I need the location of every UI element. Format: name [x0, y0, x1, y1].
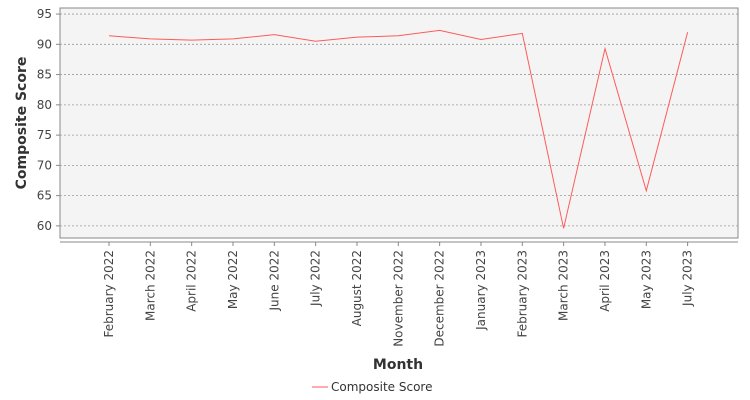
- plot-area: [59, 7, 739, 239]
- legend: Composite Score: [312, 380, 432, 394]
- x-tick-label: November 2022: [391, 250, 405, 347]
- x-tick-label: April 2022: [185, 250, 199, 312]
- y-tick-label: 60: [37, 219, 52, 233]
- y-tick-label: 65: [37, 189, 52, 203]
- y-tick-label: 70: [37, 158, 52, 172]
- y-tick-label: 85: [37, 68, 52, 82]
- x-axis-title: Month: [373, 357, 423, 373]
- x-tick-label: February 2023: [515, 250, 529, 338]
- x-tick-label: March 2022: [143, 250, 157, 321]
- series-line: [108, 29, 689, 229]
- y-tick-label: 80: [37, 98, 52, 112]
- y-tick-label: 90: [37, 37, 52, 51]
- x-tick-label: August 2022: [350, 250, 364, 326]
- x-tick-label: May 2023: [639, 250, 653, 309]
- y-axis: 60 65 70 75 80 85 90 95: [37, 7, 738, 243]
- legend-label: Composite Score: [331, 380, 432, 394]
- x-tick-label: July 2022: [309, 250, 323, 307]
- x-axis: February 2022 March 2022 April 2022 May 202…: [102, 242, 695, 347]
- x-tick-label: June 2022: [267, 250, 281, 312]
- x-tick-label: July 2023: [681, 250, 695, 307]
- y-tick-label: 95: [37, 7, 52, 21]
- grid-lines: [60, 13, 738, 227]
- x-tick-label: December 2022: [433, 250, 447, 347]
- y-axis-title: Composite Score: [14, 57, 30, 190]
- x-tick-label: May 2022: [226, 250, 240, 309]
- x-tick-label: March 2023: [557, 250, 571, 321]
- x-tick-label: January 2023: [474, 250, 488, 331]
- series-layer: [108, 29, 689, 229]
- y-tick-label: 75: [37, 128, 52, 142]
- x-tick-label: April 2023: [598, 250, 612, 312]
- x-tick-label: February 2022: [102, 250, 116, 338]
